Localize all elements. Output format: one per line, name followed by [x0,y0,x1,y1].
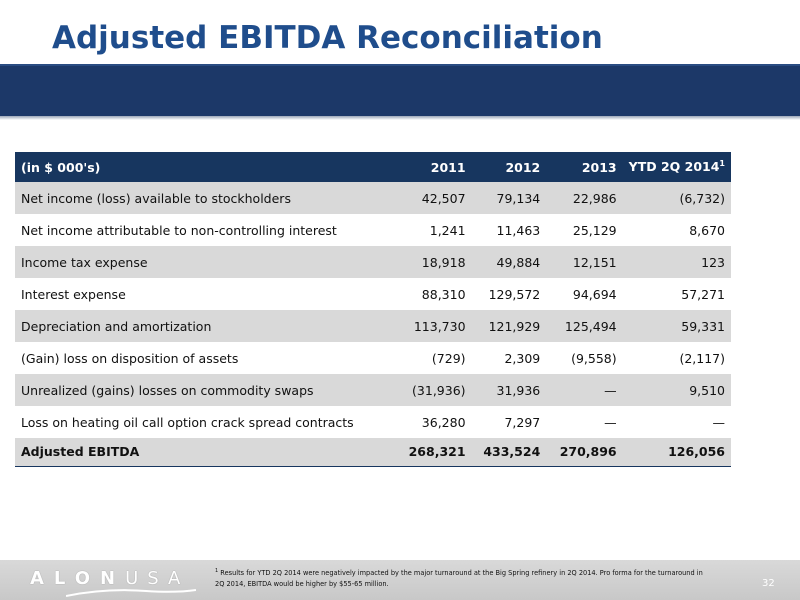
cell-2012: 79,134 [471,182,547,214]
cell-2011: (31,936) [390,374,472,406]
row-label: Depreciation and amortization [15,310,391,342]
header-2012: 2012 [471,152,547,182]
banner-shadow [0,116,800,120]
ebitda-reconciliation-table: (in $ 000's) 2011 2012 2013 YTD 2Q 20141… [15,152,731,467]
cell-2012: 11,463 [471,214,547,246]
header-2011: 2011 [390,152,472,182]
cell-ytd: 59,331 [622,310,731,342]
cell-ytd: 9,510 [622,374,731,406]
cell-ytd: — [622,406,731,438]
row-label: Loss on heating oil call option crack sp… [15,406,391,438]
alon-usa-logo: ALONUSA [30,568,189,589]
cell-2012: 121,929 [471,310,547,342]
footnote-line-1: Results for YTD 2Q 2014 were negatively … [220,569,703,578]
cell-ytd: (6,732) [622,182,731,214]
cell-2011: 36,280 [390,406,472,438]
cell-2013: 12,151 [546,246,623,278]
cell-2013: 22,986 [546,182,623,214]
header-2013: 2013 [546,152,623,182]
cell-2012: 49,884 [471,246,547,278]
cell-ytd: 8,670 [622,214,731,246]
table-row: (Gain) loss on disposition of assets (72… [15,342,731,374]
total-2011: 268,321 [390,438,472,466]
footer-bar [0,560,800,600]
cell-2013: 25,129 [546,214,623,246]
table-row: Interest expense 88,310 129,572 94,694 5… [15,278,731,310]
cell-ytd: 57,271 [622,278,731,310]
cell-ytd: (2,117) [622,342,731,374]
table-header-row: (in $ 000's) 2011 2012 2013 YTD 2Q 20141 [15,152,731,182]
cell-2011: 113,730 [390,310,472,342]
row-label: Income tax expense [15,246,391,278]
cell-2012: 129,572 [471,278,547,310]
cell-2011: (729) [390,342,472,374]
cell-2011: 1,241 [390,214,472,246]
logo-light-text: USA [125,568,190,589]
table-row: Depreciation and amortization 113,730 12… [15,310,731,342]
footnote-marker: 1 [719,159,725,169]
footnote-line-2: 2Q 2014, EBITDA would be higher by $55-6… [215,580,389,589]
logo-bold-text: ALON [30,568,126,589]
footnote: 1 Results for YTD 2Q 2014 were negativel… [215,566,760,590]
header-ytd-2q-2014: YTD 2Q 20141 [622,152,731,182]
page-title: Adjusted EBITDA Reconciliation [52,20,603,56]
cell-2012: 7,297 [471,406,547,438]
cell-2013: (9,558) [546,342,623,374]
cell-2011: 88,310 [390,278,472,310]
table-row: Income tax expense 18,918 49,884 12,151 … [15,246,731,278]
title-banner [0,64,800,116]
logo-swoosh-icon [66,589,196,597]
cell-2011: 42,507 [390,182,472,214]
cell-2013: — [546,406,623,438]
total-label: Adjusted EBITDA [15,438,391,466]
row-label: (Gain) loss on disposition of assets [15,342,391,374]
total-row: Adjusted EBITDA 268,321 433,524 270,896 … [15,438,731,466]
row-label: Net income attributable to non-controlli… [15,214,391,246]
cell-ytd: 123 [622,246,731,278]
footnote-number: 1 [215,568,219,574]
table-row: Net income (loss) available to stockhold… [15,182,731,214]
total-2013: 270,896 [546,438,623,466]
row-label: Unrealized (gains) losses on commodity s… [15,374,391,406]
header-units: (in $ 000's) [15,152,391,182]
cell-2011: 18,918 [390,246,472,278]
row-label: Net income (loss) available to stockhold… [15,182,391,214]
cell-2013: 94,694 [546,278,623,310]
cell-2013: 125,494 [546,310,623,342]
cell-2012: 2,309 [471,342,547,374]
cell-2013: — [546,374,623,406]
table-row: Net income attributable to non-controlli… [15,214,731,246]
table-row: Loss on heating oil call option crack sp… [15,406,731,438]
row-label: Interest expense [15,278,391,310]
total-ytd: 126,056 [622,438,731,466]
page-number: 32 [762,578,775,589]
table-row: Unrealized (gains) losses on commodity s… [15,374,731,406]
cell-2012: 31,936 [471,374,547,406]
total-2012: 433,524 [471,438,547,466]
